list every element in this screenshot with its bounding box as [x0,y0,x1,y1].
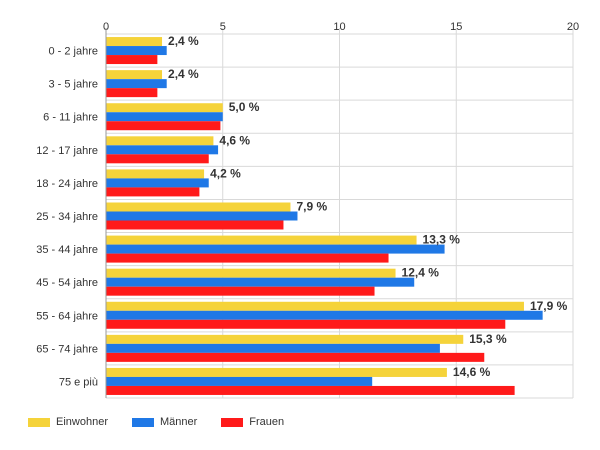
bar-männer [106,46,167,56]
y-category-label: 6 - 11 jahre [43,112,98,124]
y-category-label: 75 e più [59,376,98,388]
bar-frauen [106,385,515,395]
y-category-label: 3 - 5 jahre [48,79,98,91]
bar-männer [106,145,219,155]
bar-frauen [106,352,485,362]
bar-männer [106,244,445,254]
legend-swatch-frauen [221,417,244,427]
bar-frauen [106,187,200,197]
y-category-label: 0 - 2 jahre [48,46,98,58]
bar-männer [106,211,298,221]
data-label: 12,4 % [402,266,440,280]
data-label: 4,6 % [219,133,250,147]
bar-frauen [106,55,158,65]
x-tick-label: 10 [333,21,345,33]
x-tick-label: 0 [103,21,109,33]
data-label: 14,6 % [453,365,491,379]
bar-frauen [106,88,158,98]
data-label: 5,0 % [229,100,260,114]
legend-item-einwohner: Einwohner [28,416,108,428]
y-category-label: 55 - 64 jahre [36,310,98,322]
bar-männer [106,277,415,287]
data-label: 4,2 % [210,166,241,180]
legend-label-maenner: Männer [159,416,198,428]
legend-swatch-maenner [131,417,154,427]
bar-einwohner [106,235,417,245]
bar-einwohner [106,37,163,47]
bar-männer [106,178,209,188]
y-category-label: 35 - 44 jahre [36,244,98,256]
x-tick-label: 5 [220,21,226,33]
bar-einwohner [106,169,205,179]
y-category-label: 18 - 24 jahre [36,178,98,190]
bar-einwohner [106,70,163,80]
bar-männer [106,112,223,122]
legend-label-einwohner: Einwohner [56,416,108,428]
legend-label-frauen: Frauen [249,416,285,428]
legend: Einwohner Männer Frauen [28,416,284,428]
bar-einwohner [106,367,447,377]
data-label: 15,3 % [469,332,507,346]
bar-einwohner [106,202,291,212]
bar-männer [106,310,543,320]
x-tick-label: 15 [450,21,462,33]
x-tick-label: 20 [567,21,579,33]
bar-einwohner [106,334,464,344]
data-label: 2,4 % [168,34,199,48]
bar-frauen [106,286,375,296]
bar-einwohner [106,103,223,113]
legend-swatch-einwohner [28,417,50,427]
bar-einwohner [106,136,214,146]
legend-item-maenner: Männer [131,416,198,428]
bar-einwohner [106,268,396,278]
bar-frauen [106,253,389,263]
y-category-label: 45 - 54 jahre [36,277,98,289]
bar-männer [106,79,167,89]
bar-frauen [106,121,221,131]
data-label: 17,9 % [530,299,568,313]
bar-einwohner [106,301,524,311]
y-category-label: 12 - 17 jahre [36,145,98,157]
data-label: 7,9 % [296,200,327,214]
bar-frauen [106,319,506,329]
data-label: 2,4 % [168,67,199,81]
bar-frauen [106,220,284,230]
bar-männer [106,343,440,353]
legend-item-frauen: Frauen [221,416,284,428]
y-category-label: 25 - 34 jahre [36,211,98,223]
bar-frauen [106,154,209,164]
y-category-label: 65 - 74 jahre [36,343,98,355]
bar-männer [106,376,373,386]
data-label: 13,3 % [423,233,461,247]
